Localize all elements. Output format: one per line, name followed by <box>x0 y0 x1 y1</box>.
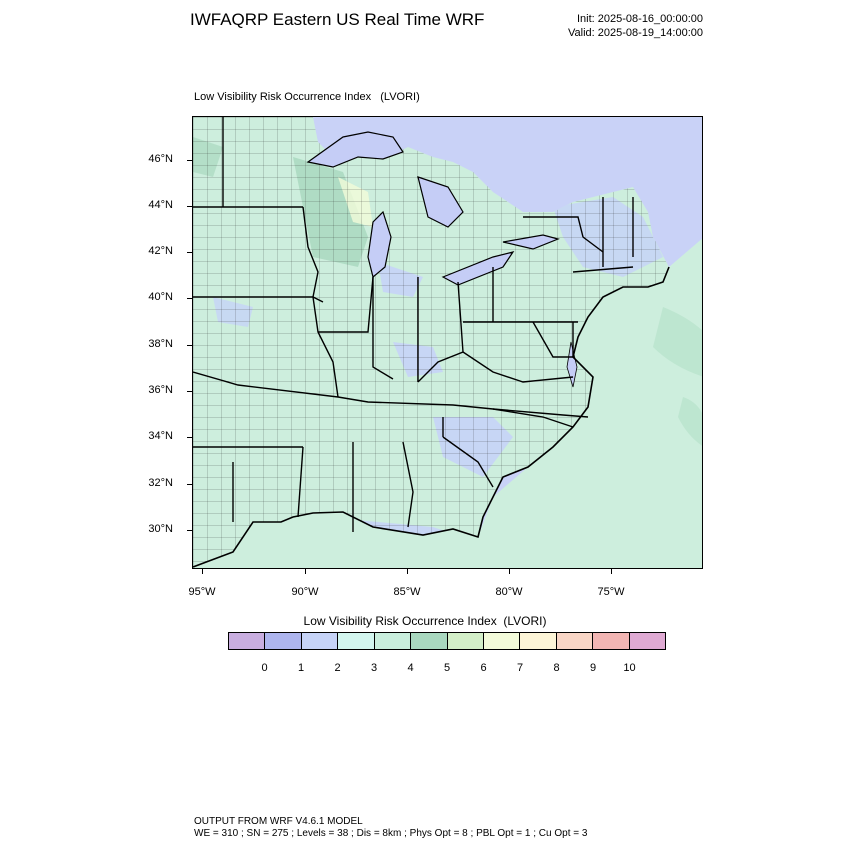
longitude-tick <box>611 569 612 574</box>
ocean-band <box>653 307 702 377</box>
map-panel <box>192 116 703 569</box>
longitude-label: 80°W <box>495 586 523 598</box>
longitude-tick <box>202 569 203 574</box>
longitude-label: 90°W <box>291 586 319 598</box>
colorbar-label: 4 <box>407 662 414 674</box>
latitude-label: 30°N <box>148 523 173 535</box>
longitude-label: 75°W <box>597 586 625 598</box>
colorbar-swatch <box>229 633 266 649</box>
longitude-label: 95°W <box>188 586 216 598</box>
colorbar-label: 3 <box>370 662 378 674</box>
latitude-tick <box>187 484 192 485</box>
latitude-tick <box>187 206 192 207</box>
latitude-label: 42°N <box>148 245 173 257</box>
colorbar-swatch <box>411 633 448 649</box>
colorbar-label: 1 <box>297 662 305 674</box>
colorbar-swatch <box>556 633 594 649</box>
latitude-tick <box>187 530 192 531</box>
colorbar-label: 9 <box>589 662 597 674</box>
latitude-label: 38°N <box>148 338 173 350</box>
init-time: Init: 2025-08-16_00:00:00 <box>577 13 703 25</box>
colorbar-swatch <box>520 633 557 649</box>
latitude-label: 32°N <box>148 477 173 489</box>
latitude-label: 40°N <box>148 291 173 303</box>
lake-superior <box>306 131 404 168</box>
colorbar-swatch <box>265 633 302 649</box>
model-config: WE = 310 ; SN = 275 ; Levels = 38 ; Dis … <box>194 828 588 839</box>
state-boundaries <box>193 117 634 532</box>
map-svg <box>193 117 702 568</box>
latitude-tick <box>187 160 192 161</box>
colorbar-label: 10 <box>623 662 636 674</box>
colorbar-swatch <box>483 633 521 649</box>
latitude-label: 44°N <box>148 199 173 211</box>
atlantic-ocean <box>478 238 702 568</box>
model-info: OUTPUT FROM WRF V4.6.1 MODEL <box>194 816 363 827</box>
lake-huron <box>417 176 464 228</box>
colorbar <box>228 632 666 650</box>
latitude-label: 36°N <box>148 384 173 396</box>
latitude-label: 34°N <box>148 430 173 442</box>
colorbar-title: Low Visibility Risk Occurrence Index (LV… <box>303 614 547 628</box>
gulf-of-mexico <box>193 512 478 568</box>
colorbar-swatch <box>447 633 484 649</box>
colorbar-swatch <box>374 633 412 649</box>
longitude-tick <box>509 569 510 574</box>
colorbar-swatch <box>301 633 339 649</box>
colorbar-swatch <box>593 633 630 649</box>
lake-ontario <box>502 234 560 250</box>
colorbar-label: 0 <box>261 662 268 674</box>
colorbar-label: 2 <box>334 662 341 674</box>
colorbar-label: 8 <box>553 662 560 674</box>
longitude-label: 85°W <box>393 586 421 598</box>
lake-erie <box>441 251 515 286</box>
chart-title: IWFAQRP Eastern US Real Time WRF <box>190 10 485 29</box>
latitude-label: 46°N <box>148 153 173 165</box>
colorbar-label: 6 <box>480 662 487 674</box>
ocean-band-2 <box>678 397 702 446</box>
longitude-tick <box>407 569 408 574</box>
latitude-tick <box>187 391 192 392</box>
coastline <box>193 266 670 568</box>
panel-title: Low Visibility Risk Occurrence Index (LV… <box>194 91 420 103</box>
latitude-tick <box>187 252 192 253</box>
colorbar-label: 7 <box>516 662 524 674</box>
latitude-tick <box>187 298 192 299</box>
longitude-tick <box>305 569 306 574</box>
latitude-tick <box>187 437 192 438</box>
lake-michigan <box>367 210 392 279</box>
latitude-tick <box>187 345 192 346</box>
valid-time: Valid: 2025-08-19_14:00:00 <box>568 27 703 39</box>
colorbar-label: 5 <box>443 662 451 674</box>
colorbar-swatch <box>338 633 375 649</box>
colorbar-swatch <box>629 633 666 649</box>
